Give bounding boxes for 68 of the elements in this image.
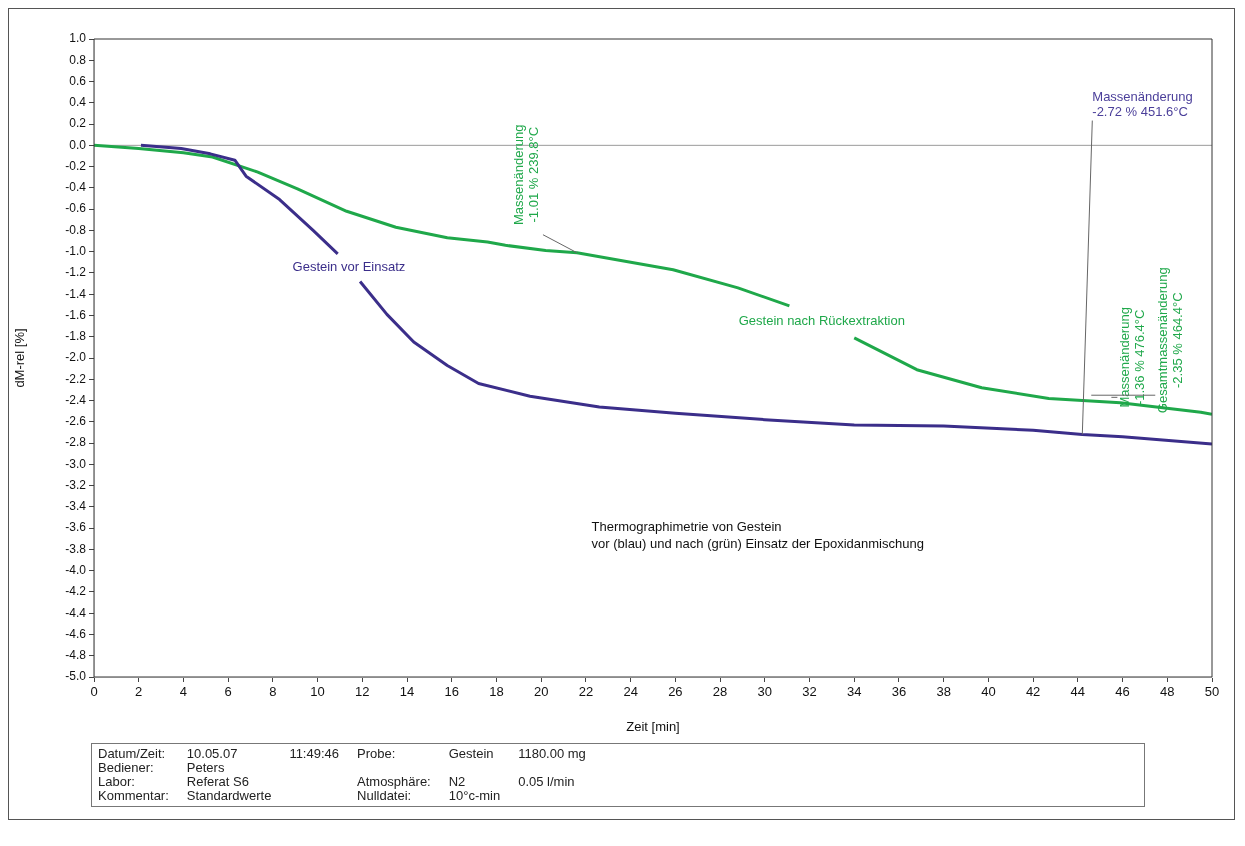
x-tick-label: 50 bbox=[1204, 684, 1220, 700]
y-tick-label: -0.4 bbox=[65, 180, 87, 195]
x-tick-label: 46 bbox=[1115, 684, 1130, 700]
x-tick-label: 22 bbox=[578, 684, 594, 700]
y-tick-label: -1.0 bbox=[65, 243, 87, 258]
y-tick-label: -3.0 bbox=[65, 456, 87, 471]
y-tick-label: -2.6 bbox=[65, 414, 87, 429]
y-tick-label: -1.2 bbox=[65, 265, 87, 280]
y-tick-label: 0.0 bbox=[69, 137, 87, 152]
y-tick-label: 0.4 bbox=[69, 95, 87, 110]
x-tick-label: 14 bbox=[399, 684, 415, 700]
x-tick-label: 40 bbox=[981, 684, 996, 700]
y-tick-label: 0.8 bbox=[69, 52, 87, 67]
y-tick-label: -3.8 bbox=[65, 541, 87, 556]
x-tick-label: 30 bbox=[757, 684, 773, 700]
x-tick-label: 6 bbox=[224, 684, 232, 700]
y-tick-label: -4.2 bbox=[65, 584, 87, 599]
y-tick-label: -0.2 bbox=[65, 158, 87, 173]
y-tick-label: -0.6 bbox=[65, 201, 87, 216]
y-tick-label: -4.8 bbox=[65, 648, 87, 663]
x-axis-title: Zeit [min] bbox=[626, 718, 680, 734]
annotation: Massenänderung -1.01 % 239.8°C bbox=[511, 124, 542, 225]
x-tick-label: 32 bbox=[802, 684, 817, 700]
y-tick-label: -4.6 bbox=[65, 626, 87, 641]
y-tick-label: -1.4 bbox=[65, 286, 87, 301]
x-tick-label: 20 bbox=[533, 684, 549, 700]
y-tick-label: -0.8 bbox=[65, 222, 87, 237]
y-tick-label: -2.2 bbox=[65, 371, 87, 386]
x-tick-label: 10 bbox=[310, 684, 325, 700]
text: Kommentar: Standardwerte Nulldatei: 10°c-min bbox=[98, 788, 501, 803]
x-tick-label: 38 bbox=[936, 684, 951, 700]
y-tick-label: -2.0 bbox=[65, 350, 87, 365]
x-tick-label: 18 bbox=[489, 684, 504, 700]
x-tick-label: 26 bbox=[668, 684, 683, 700]
y-tick-label: -3.2 bbox=[65, 477, 87, 492]
annotation: Thermographimetrie von Gestein vor (blau) und nach (grün) Einsatz der Epoxidanmischung bbox=[591, 518, 924, 551]
y-tick-label: -2.4 bbox=[65, 392, 87, 407]
series-label: Gestein nach Rückextraktion bbox=[738, 313, 905, 329]
series-label: Gestein vor Einsatz bbox=[292, 259, 406, 275]
y-tick-label: 0.6 bbox=[69, 73, 87, 88]
x-tick-label: 28 bbox=[712, 684, 728, 700]
y-tick-label: -4.0 bbox=[65, 562, 87, 577]
x-tick-label: 8 bbox=[269, 684, 277, 700]
x-tick-label: 4 bbox=[179, 684, 188, 700]
x-tick-label: 36 bbox=[891, 684, 907, 700]
x-tick-label: 16 bbox=[444, 684, 459, 700]
y-tick-label: -5.0 bbox=[65, 669, 87, 684]
x-tick-label: 2 bbox=[135, 684, 143, 700]
x-tick-label: 34 bbox=[847, 684, 862, 700]
y-tick-label: 0.2 bbox=[69, 116, 87, 131]
x-tick-label: 44 bbox=[1070, 684, 1086, 700]
y-tick-label: -1.6 bbox=[65, 307, 87, 322]
y-tick-label: -3.4 bbox=[65, 499, 87, 514]
y-tick-label: -1.8 bbox=[65, 329, 87, 344]
y-tick-label: -3.6 bbox=[65, 520, 87, 535]
y-tick-label: -4.4 bbox=[65, 605, 87, 620]
y-axis-title: dM-rel [%] bbox=[12, 328, 28, 388]
x-tick-label: 0 bbox=[90, 684, 98, 700]
x-tick-label: 42 bbox=[1025, 684, 1041, 700]
x-tick-label: 48 bbox=[1160, 684, 1175, 700]
x-tick-label: 12 bbox=[355, 684, 370, 700]
text: Datum/Zeit: 10.05.07 11:49:46 Probe: Gestein 1180.00 mg bbox=[98, 746, 586, 761]
text: Labor: Referat S6 Atmosphäre: N2 0.05 l/min bbox=[98, 774, 575, 789]
y-tick-label: 1.0 bbox=[69, 31, 87, 46]
text: Bediener: Peters bbox=[98, 760, 225, 775]
annotation: Massenänderung -2.72 % 451.6°C bbox=[1092, 88, 1193, 119]
y-tick-label: -2.8 bbox=[65, 435, 87, 450]
x-tick-label: 24 bbox=[623, 684, 638, 700]
